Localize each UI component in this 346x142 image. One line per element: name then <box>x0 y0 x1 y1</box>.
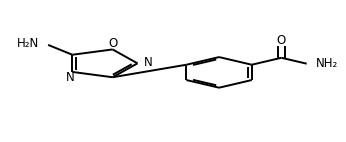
Text: H₂N: H₂N <box>17 37 39 50</box>
Text: O: O <box>108 37 117 50</box>
Text: NH₂: NH₂ <box>316 57 338 70</box>
Text: N: N <box>143 56 152 69</box>
Text: N: N <box>66 71 75 84</box>
Text: O: O <box>277 34 286 47</box>
